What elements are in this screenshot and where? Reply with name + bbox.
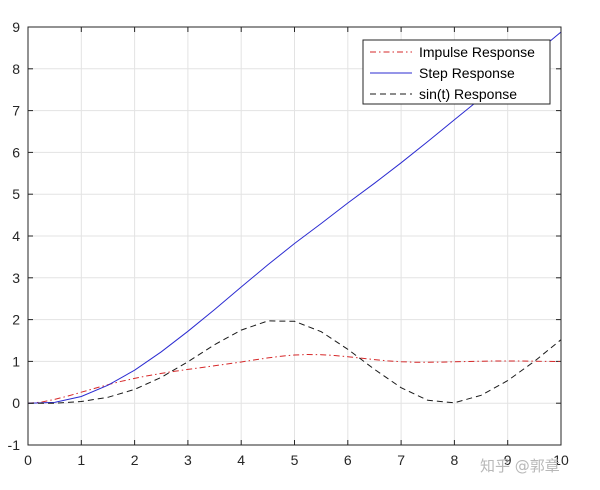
y-tick-label: 5: [12, 186, 20, 202]
x-tick-label: 9: [504, 452, 512, 468]
y-tick-label: 7: [12, 103, 20, 119]
y-tick-label: 6: [12, 144, 20, 160]
x-tick-label: 6: [344, 452, 352, 468]
x-tick-label: 0: [24, 452, 32, 468]
legend-impulse-label: Impulse Response: [419, 44, 535, 60]
x-tick-label: 8: [451, 452, 459, 468]
series-line-impulse-response: [27, 353, 562, 404]
legend-step-label: Step Response: [419, 65, 515, 81]
legend-sin-label: sin(t) Response: [419, 86, 517, 102]
y-tick-label: 3: [12, 270, 20, 286]
legend-box: [362, 39, 551, 105]
x-tick-labels: 0 1 2 3 4 5 6 7 8 9 10: [24, 452, 569, 468]
y-tick-label: 2: [12, 312, 20, 328]
x-tick-label: 7: [397, 452, 405, 468]
x-tick-label: 2: [131, 452, 139, 468]
y-tick-labels: -1 0 1 2 3 4 5 6 7 8 9: [8, 19, 21, 453]
x-tick-label: 10: [553, 452, 569, 468]
x-tick-label: 1: [77, 452, 85, 468]
y-tick-label: 1: [12, 353, 20, 369]
x-tick-label: 4: [237, 452, 245, 468]
watermark: 知乎 @郭章: [480, 457, 560, 475]
legend: Impulse Response Step Response sin(t) Re…: [362, 39, 551, 105]
y-tick-label: -1: [8, 437, 21, 453]
x-tick-label: 5: [291, 452, 299, 468]
y-tick-label: 8: [12, 61, 20, 77]
y-tick-label: 9: [12, 19, 20, 35]
x-tick-label: 3: [184, 452, 192, 468]
y-tick-label: 0: [12, 395, 20, 411]
series-layer: [27, 31, 562, 404]
series-line-step-response: [27, 31, 562, 404]
series-line-sin-t-response: [28, 320, 562, 404]
axes-box: [27, 26, 562, 446]
y-tick-label: 4: [12, 228, 20, 244]
